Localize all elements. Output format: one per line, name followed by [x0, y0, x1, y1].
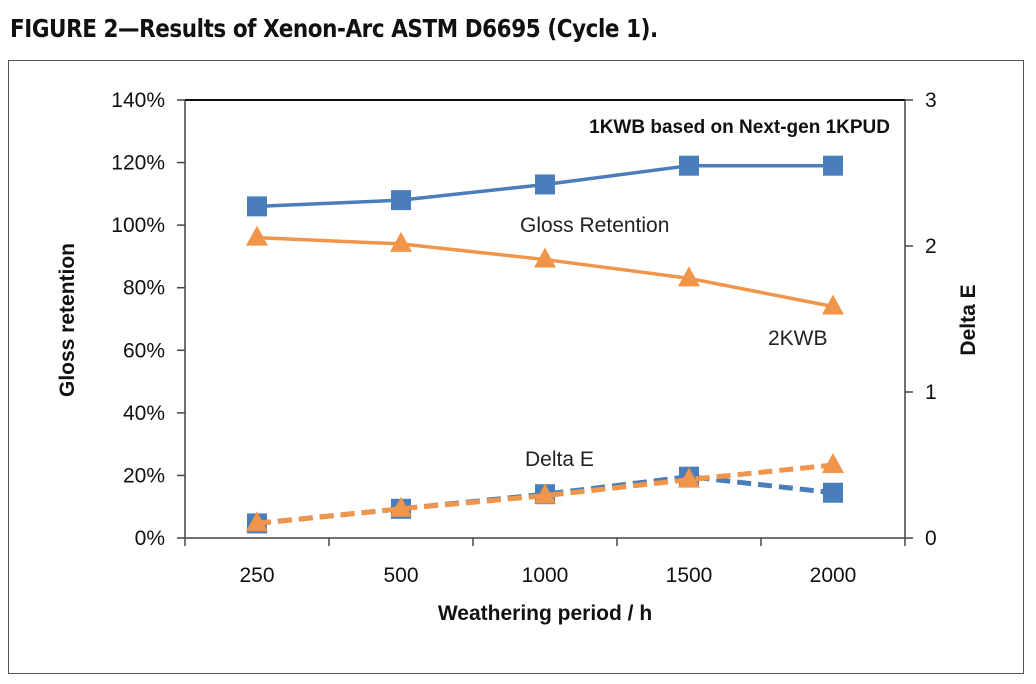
series-group	[246, 155, 844, 534]
data-point-square	[535, 174, 555, 195]
data-point-triangle	[822, 294, 844, 315]
x-tick-label: 1500	[666, 564, 713, 587]
y-tick-label: 140%	[111, 89, 165, 112]
y-tick-label: 100%	[111, 214, 165, 237]
chart-title: 1KWB based on Next-gen 1KPUD	[589, 117, 890, 138]
y-axis-title: Gloss retention	[56, 243, 79, 397]
data-point-triangle	[534, 247, 556, 268]
figure-title: FIGURE 2—Results of Xenon-Arc ASTM D6695…	[10, 14, 658, 43]
y2-axis-title: Delta E	[957, 284, 980, 355]
x-tick-label: 2000	[810, 564, 857, 587]
data-point-square	[391, 190, 411, 211]
data-point-triangle	[390, 496, 412, 517]
data-point-square	[823, 482, 843, 503]
axes: 0% 20% 40% 60% 80% 100% 120% 140% 0 1 2 3 250 500 1000…	[111, 89, 936, 587]
data-point-triangle	[822, 453, 844, 473]
data-point-triangle	[534, 483, 556, 504]
y2-tick-label: 2	[925, 235, 937, 258]
x-axis-title: Weathering period / h	[438, 602, 652, 625]
data-point-triangle	[678, 266, 700, 287]
data-point-square	[247, 196, 267, 217]
y-tick-label: 20%	[123, 464, 165, 487]
y-tick-label: 80%	[123, 277, 165, 300]
x-tick-label: 500	[383, 564, 418, 587]
y-tick-label: 120%	[111, 152, 165, 175]
data-point-triangle	[246, 511, 268, 532]
x-tick-label: 250	[239, 564, 274, 587]
y2-tick-label: 3	[925, 89, 937, 112]
series-line	[256, 462, 834, 526]
y-tick-label: 0%	[135, 527, 165, 550]
data-point-square	[679, 155, 699, 176]
x-tick-label: 1000	[522, 564, 569, 587]
data-point-triangle	[246, 225, 268, 246]
data-point-square	[823, 155, 843, 176]
annotation-delta-e: Delta E	[525, 448, 594, 471]
y2-tick-label: 0	[925, 527, 937, 550]
y2-tick-label: 1	[925, 381, 937, 404]
annotation-2kwb: 2KWB	[768, 327, 828, 350]
chart-frame	[8, 60, 1024, 674]
series-1	[246, 225, 844, 315]
series-0	[247, 155, 843, 217]
data-point-triangle	[678, 467, 700, 488]
series-3	[246, 453, 844, 532]
y-tick-label: 40%	[123, 402, 165, 425]
annotation-gloss-retention: Gloss Retention	[520, 214, 669, 237]
y-tick-label: 60%	[123, 339, 165, 362]
data-point-triangle	[390, 231, 412, 252]
